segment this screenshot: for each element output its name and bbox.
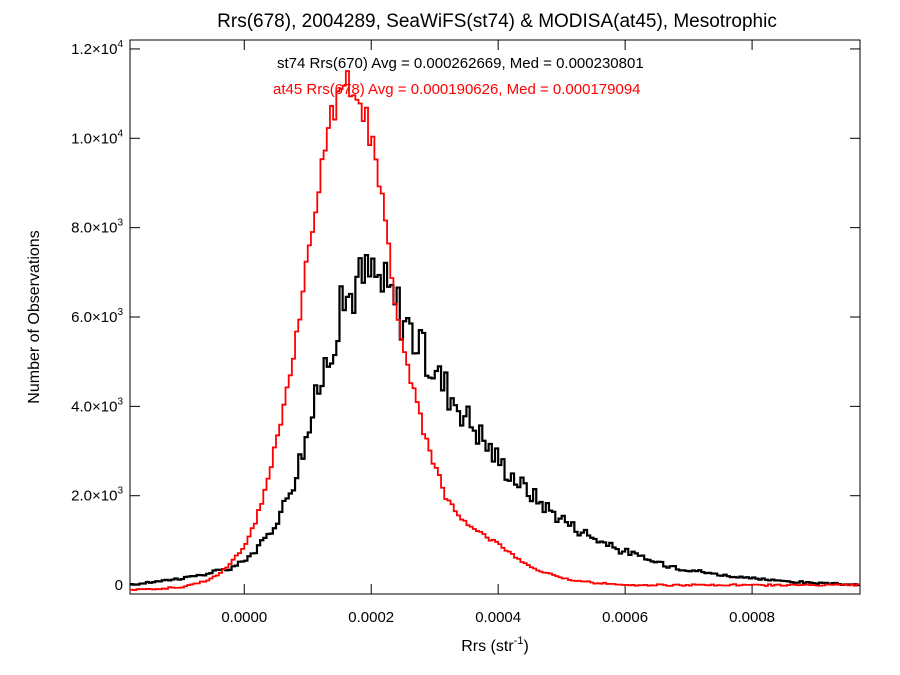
y-tick-label: 2.0×103 [71, 486, 123, 505]
series-st74-line [130, 254, 860, 587]
y-tick-mantissa: 2.0×10 [71, 488, 117, 505]
y-tick-label: 0 [115, 577, 123, 594]
y-tick-mantissa: 4.0×10 [71, 398, 117, 415]
chart-title: Rrs(678), 2004289, SeaWiFS(st74) & MODIS… [217, 11, 777, 32]
y-tick-exponent: 3 [117, 218, 123, 229]
y-axis-ticks: 02.0×1034.0×1036.0×1038.0×1031.0×1041.2×… [71, 39, 860, 594]
y-tick-exponent: 3 [117, 486, 123, 497]
y-tick-exponent: 4 [117, 39, 123, 50]
y-tick-mantissa: 1.0×10 [71, 130, 117, 147]
y-tick-label: 6.0×103 [71, 307, 123, 326]
y-tick-mantissa: 6.0×10 [71, 309, 117, 326]
series-group [130, 70, 860, 591]
y-tick-exponent: 4 [117, 128, 123, 139]
y-tick-label: 8.0×103 [71, 218, 123, 237]
x-tick-label: 0.0002 [348, 609, 394, 626]
y-axis-label: Number of Observations [26, 230, 43, 403]
x-axis-ticks: 0.0000 0.0002 0.0004 0.0006 0.0008 [221, 40, 775, 626]
x-tick-label: 0.0000 [221, 609, 267, 626]
x-axis-label-sup: -1 [514, 635, 524, 647]
x-axis-label-tail: ) [523, 638, 528, 655]
y-tick-mantissa: 1.2×10 [71, 41, 117, 58]
legend-at45: at45 Rrs(678) Avg = 0.000190626, Med = 0… [273, 81, 641, 98]
y-tick-label: 4.0×103 [71, 396, 123, 415]
y-tick-exponent: 3 [117, 307, 123, 318]
y-tick-mantissa: 0 [115, 577, 123, 594]
series-at45-line [130, 70, 860, 591]
x-tick-label: 0.0008 [729, 609, 775, 626]
y-tick-mantissa: 8.0×10 [71, 220, 117, 237]
legend-st74: st74 Rrs(670) Avg = 0.000262669, Med = 0… [277, 55, 644, 72]
y-tick-label: 1.0×104 [71, 128, 123, 147]
x-axis-label-base: Rrs (str [461, 638, 514, 655]
x-tick-label: 0.0004 [475, 609, 521, 626]
x-tick-label: 0.0006 [602, 609, 648, 626]
y-tick-label: 1.2×104 [71, 39, 123, 58]
plot-frame [129, 39, 861, 595]
y-tick-exponent: 3 [117, 396, 123, 407]
x-axis-label: Rrs (str-1) [461, 635, 529, 655]
